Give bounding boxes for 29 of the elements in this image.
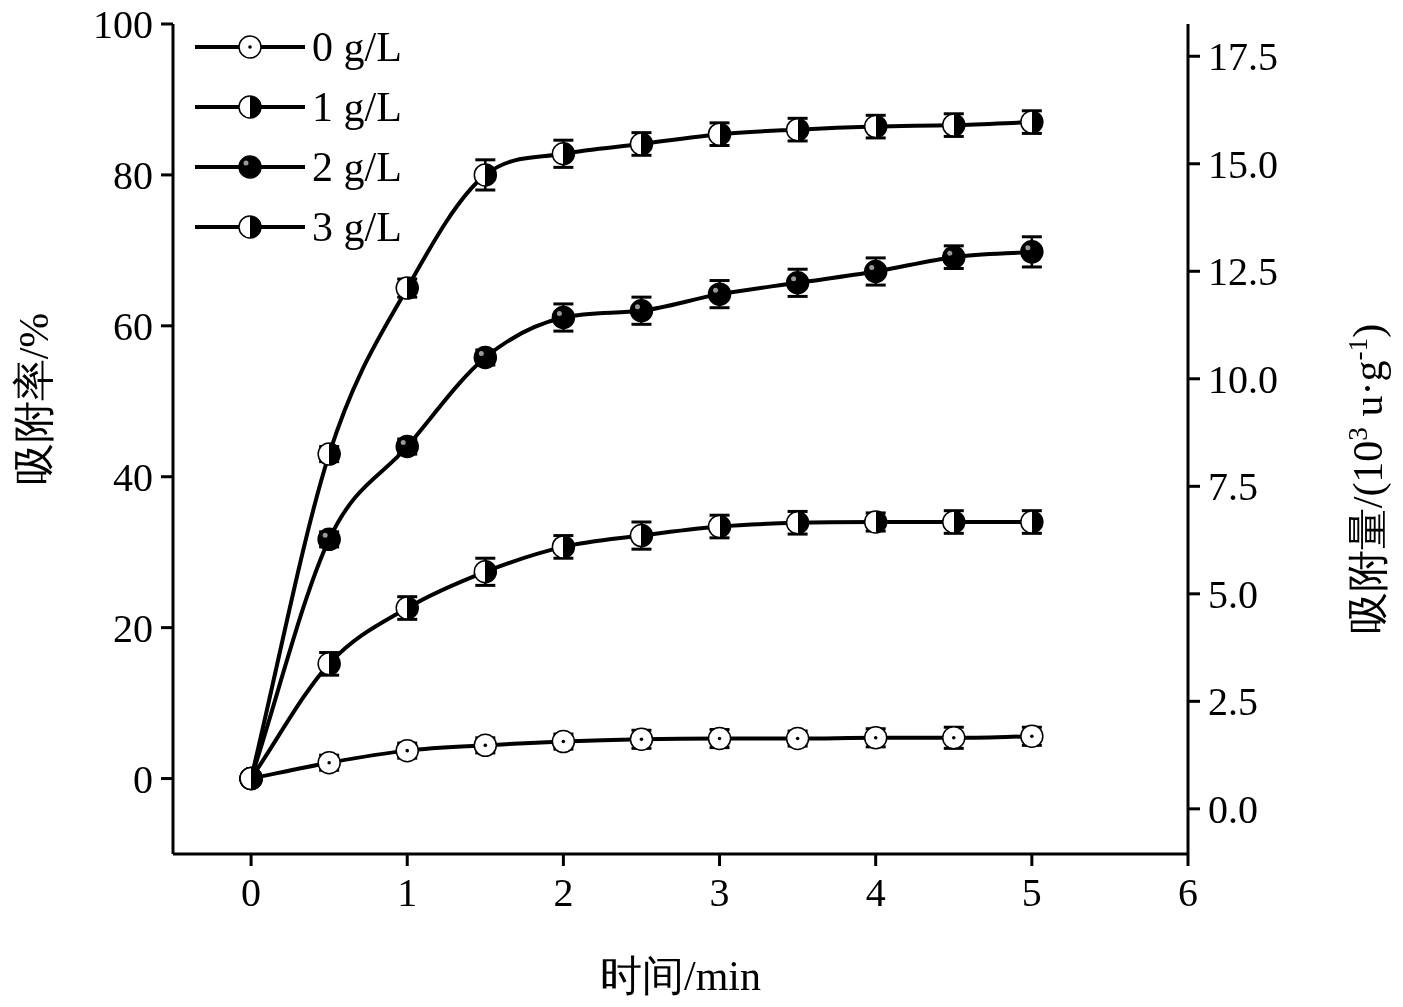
legend-label: 0 g/L [312, 24, 402, 70]
y-tick-label: 80 [113, 152, 153, 198]
x-tick-label: 3 [709, 870, 730, 915]
legend-label: 1 g/L [312, 84, 402, 130]
y2-tick-label: 0.0 [1208, 786, 1258, 832]
point [1020, 240, 1044, 264]
x-tick-label: 4 [865, 870, 886, 915]
y-tick-label: 40 [113, 454, 153, 500]
y2-tick-label: 17.5 [1208, 34, 1278, 80]
y2-tick-label: 15.0 [1208, 141, 1278, 187]
y2-tick-label: 2.5 [1208, 679, 1258, 725]
x-tick-label: 6 [1178, 870, 1198, 915]
x-tick-label: 1 [397, 870, 418, 915]
y2-tick-label: 12.5 [1208, 249, 1278, 295]
legend-label: 2 g/L [312, 144, 402, 190]
y-axis-title: 吸附率/% [11, 312, 57, 486]
y-tick-label: 0 [133, 756, 153, 802]
x-tick-label: 2 [553, 870, 574, 915]
x-tick-label: 0 [241, 870, 262, 915]
y2-tick-label: 7.5 [1208, 464, 1258, 510]
x-tick-label: 5 [1021, 870, 1042, 915]
x-axis-title: 时间/min [599, 953, 762, 999]
legend-label: 3 g/L [312, 204, 402, 250]
y2-tick-label: 5.0 [1208, 571, 1258, 617]
y2-tick-label: 10.0 [1208, 356, 1278, 402]
y-tick-label: 60 [113, 303, 153, 349]
y-tick-label: 100 [93, 2, 153, 47]
point [473, 163, 498, 187]
y-tick-label: 20 [113, 605, 153, 651]
